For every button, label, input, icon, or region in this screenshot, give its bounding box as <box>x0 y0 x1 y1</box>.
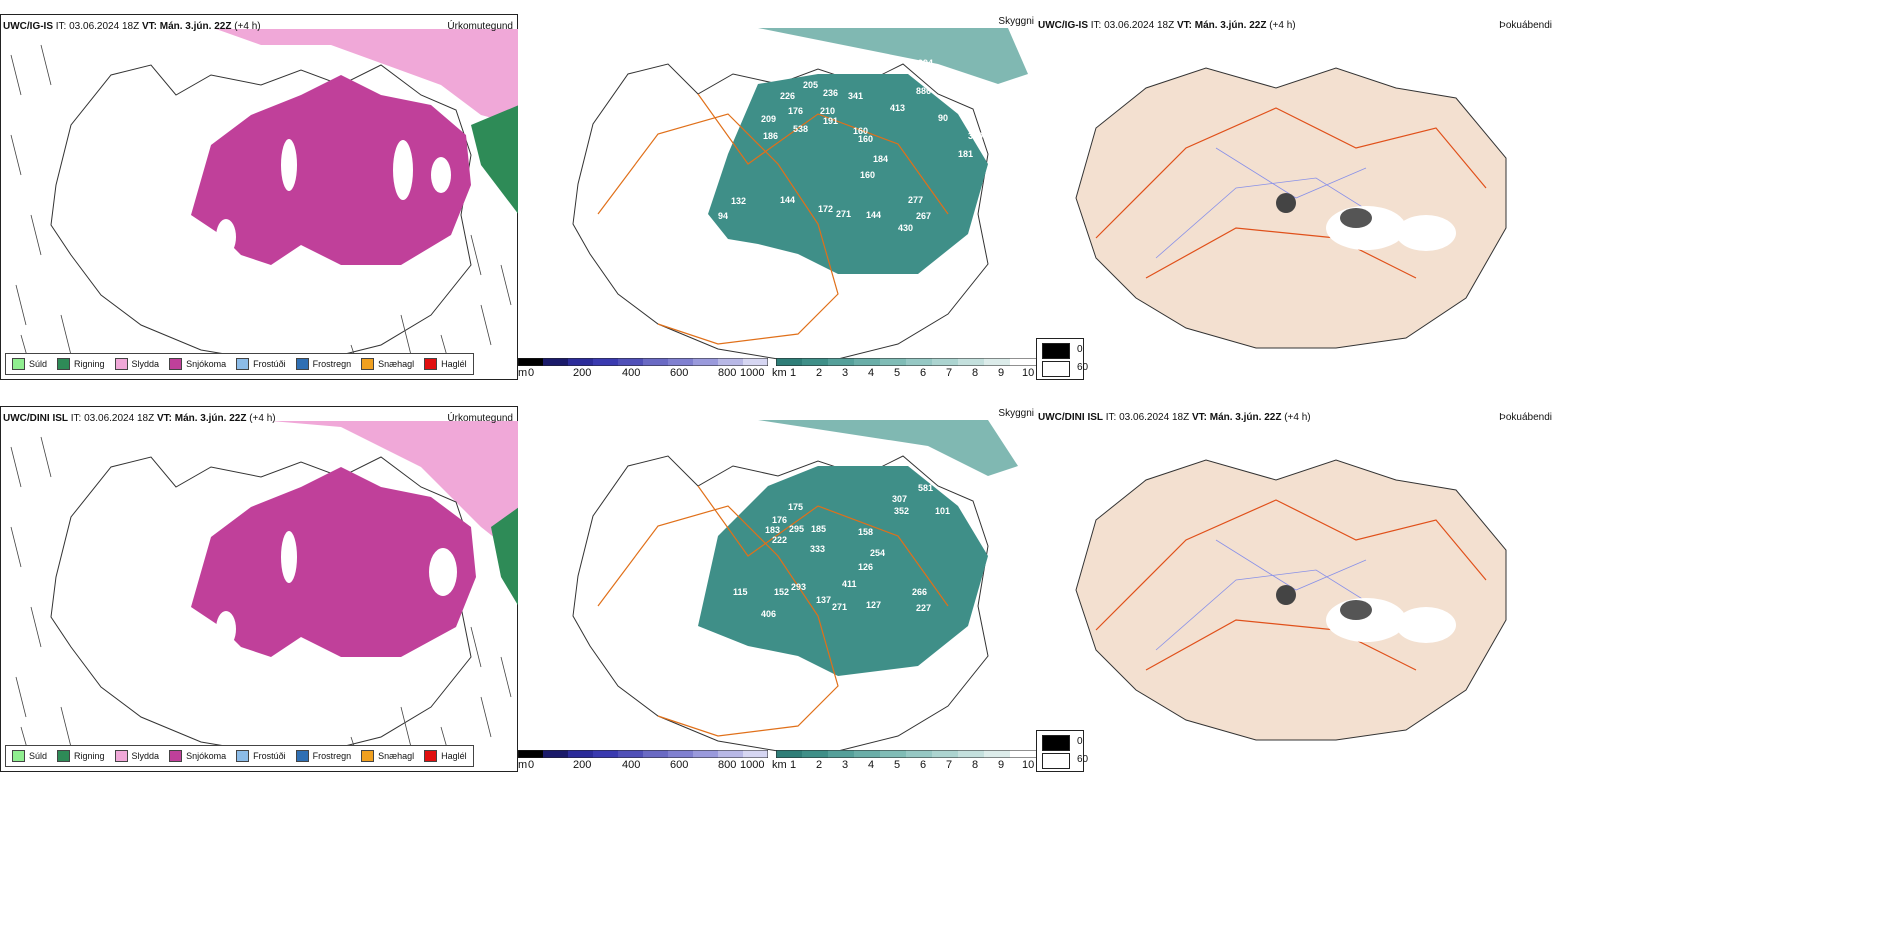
ceiling-value-label: 227 <box>916 603 931 613</box>
ceiling-value-label: 115 <box>733 587 748 597</box>
ceiling-value-label: 411 <box>842 579 857 589</box>
header-row2-fog: UWC/DINI ISL IT: 03.06.2024 18Z VT: Mán.… <box>1038 412 1311 423</box>
ceiling-value-label: 236 <box>823 88 838 98</box>
header-row1-fog: UWC/IG-IS IT: 03.06.2024 18Z VT: Mán. 3.… <box>1038 20 1296 31</box>
panel-title-fog-row2: Þokuábendi <box>1499 412 1552 423</box>
precip-map-row2 <box>10 421 519 768</box>
ceiling-value-label: 266 <box>912 587 927 597</box>
ceiling-value-label: 175 <box>788 502 803 512</box>
ceiling-value-label: 144 <box>780 195 795 205</box>
ceiling-value-label: 183 <box>765 525 780 535</box>
panel-title-visibility-row1: Skyggni <box>998 16 1034 27</box>
panel-title-precip-row2: Úrkomutegund <box>447 413 513 424</box>
ceiling-value-label: 94 <box>718 211 728 221</box>
ceiling-value-label: 152 <box>774 587 789 597</box>
ceiling-value-label: 226 <box>780 91 795 101</box>
ceiling-value-label: 413 <box>890 103 905 113</box>
ceiling-value-label: 160 <box>853 126 868 136</box>
ceiling-value-label: 158 <box>858 527 873 537</box>
ceiling-value-label: 172 <box>818 204 833 214</box>
ceiling-value-label: 277 <box>908 195 923 205</box>
ceiling-value-label: 994 <box>918 58 933 68</box>
ceiling-value-label: 271 <box>836 209 851 219</box>
fog-map-row1 <box>1075 67 1507 349</box>
ceiling-value-label: 209 <box>761 114 776 124</box>
ceiling-value-label: 210 <box>820 106 835 116</box>
fog-map-row2 <box>1075 459 1507 741</box>
ceiling-value-label: 352 <box>894 506 909 516</box>
ceiling-value-label: 293 <box>791 582 806 592</box>
ceiling-colorbar-row1: m 0 200 400 600 800 1000 <box>518 358 768 380</box>
ceiling-value-label: 333 <box>810 544 825 554</box>
ceiling-value-label: 341 <box>848 91 863 101</box>
ceiling-value-label: 132 <box>731 196 746 206</box>
ceiling-value-label: 144 <box>866 210 881 220</box>
ceiling-value-label: 886 <box>916 86 931 96</box>
ceiling-value-label: 581 <box>918 483 933 493</box>
ceiling-value-label: 181 <box>958 149 973 159</box>
ceiling-value-label: 222 <box>772 535 787 545</box>
ceiling-value-label: 271 <box>832 602 847 612</box>
precip-legend-row2: Súld Rigning Slydda Snjókoma Frostúði Fr… <box>5 745 474 767</box>
precip-type-panel-row2: UWC/DINI ISL IT: 03.06.2024 18Z VT: Mán.… <box>0 406 519 772</box>
ceiling-value-label: 184 <box>873 154 888 164</box>
ceiling-colorbar-row2: m 0 200 400 600 800 1000 <box>518 750 768 772</box>
visibility-map-row1: 994 886 90 370 181 413 160 341 236 205 226 176 21019… <box>572 28 1028 360</box>
ceiling-value-label: 538 <box>793 124 808 134</box>
ceiling-value-label: 176 <box>788 106 803 116</box>
ceiling-value-label: 127 <box>866 600 881 610</box>
ceiling-value-label: 160 <box>860 170 875 180</box>
panel-title-visibility-row2: Skyggni <box>998 408 1034 419</box>
header-row1-precip: UWC/IG-IS IT: 03.06.2024 18Z VT: Mán. 3.… <box>3 21 261 32</box>
ceiling-value-label: 160 <box>858 134 873 144</box>
fog-panel-row2: UWC/DINI ISL IT: 03.06.2024 18Z VT: Mán.… <box>1036 406 1556 772</box>
ceiling-value-label: 205 <box>803 80 818 90</box>
precip-type-panel-row1: UWC/IG-IS IT: 03.06.2024 18Z VT: Mán. 3.… <box>0 14 519 380</box>
precip-legend-row1: Súld Rigning Slydda Snjókoma Frostúði Fr… <box>5 353 474 375</box>
visibility-panel-row2: 581 307 352 101 175 176 183 295 185 222 333 158 254 1… <box>518 406 1038 772</box>
ceiling-value-label: 307 <box>892 494 907 504</box>
ceiling-value-label: 370 <box>968 131 983 141</box>
ceiling-value-label: 137 <box>816 595 831 605</box>
ceiling-value-label: 101 <box>935 506 950 516</box>
fog-legend-row2: 0 60 <box>1036 730 1088 772</box>
visibility-colorbar-row2: km 1 2 3 4 5 6 7 8 9 10 <box>772 750 1038 772</box>
panel-title-precip-row1: Úrkomutegund <box>447 21 513 32</box>
fog-panel-row1: UWC/IG-IS IT: 03.06.2024 18Z VT: Mán. 3.… <box>1036 14 1556 380</box>
ceiling-value-label: 406 <box>761 609 776 619</box>
visibility-panel-row1: 994 886 90 370 181 413 160 341 236 205 226 176 210 19… <box>518 14 1038 380</box>
ceiling-value-label: 126 <box>858 562 873 572</box>
visibility-colorbar-row1: km 1 2 3 4 5 6 7 8 9 10 <box>772 358 1038 380</box>
fog-legend-row1: 0 60 <box>1036 338 1088 380</box>
ceiling-value-label: 295 <box>789 524 804 534</box>
ceiling-value-label: 191 <box>823 116 838 126</box>
header-row2-precip: UWC/DINI ISL IT: 03.06.2024 18Z VT: Mán.… <box>3 413 276 424</box>
ceiling-value-label: 90 <box>938 113 948 123</box>
ceiling-value-label: 185 <box>811 524 826 534</box>
ceiling-value-label: 186 <box>763 131 778 141</box>
panel-title-fog-row1: Þokuábendi <box>1499 20 1552 31</box>
ceiling-labels-row1: 994 886 90 370 181 413 160 341 236 205 226 176 21019… <box>718 58 983 233</box>
ceiling-value-label: 176 <box>772 515 787 525</box>
ceiling-value-label: 254 <box>870 548 885 558</box>
ceiling-value-label: 267 <box>916 211 931 221</box>
precip-map-row1 <box>10 29 519 376</box>
ceiling-value-label: 430 <box>898 223 913 233</box>
